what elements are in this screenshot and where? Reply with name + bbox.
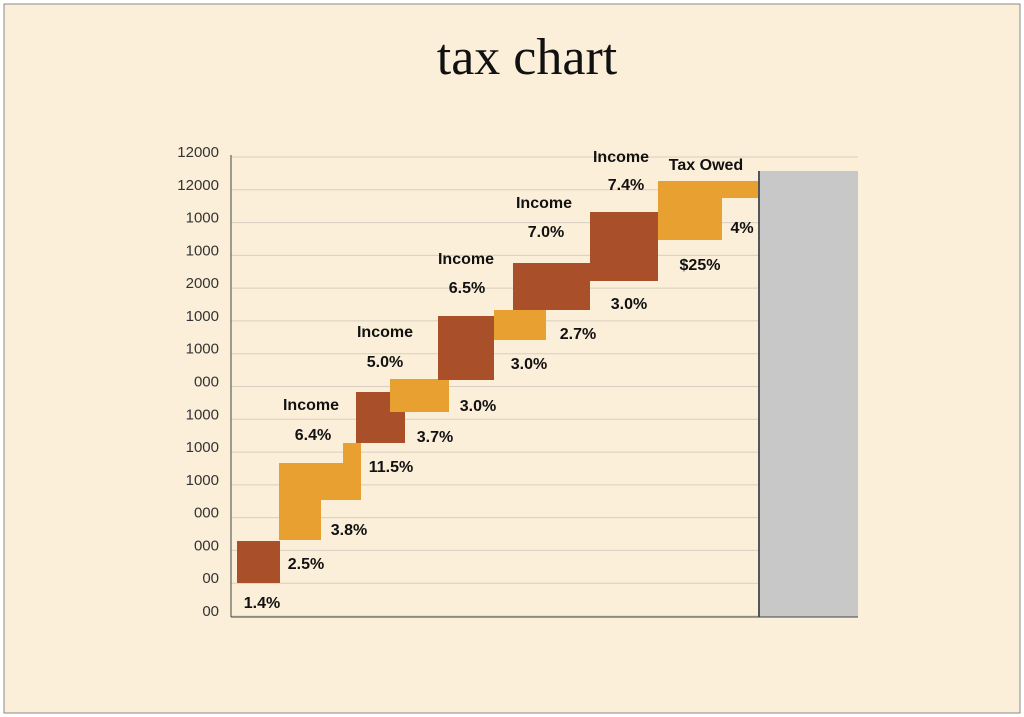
y-axis-label: 12000	[177, 177, 219, 194]
y-axis-label: 1000	[186, 210, 219, 227]
y-axis-label: 1000	[186, 341, 219, 358]
block-label: Tax Owed	[669, 157, 743, 174]
y-axis-label: 1000	[186, 308, 219, 325]
block-label: 2.7%	[560, 326, 596, 343]
block	[590, 212, 658, 281]
block-label: Income	[357, 324, 413, 341]
block-label: 3.0%	[460, 398, 496, 415]
block-label: 4%	[730, 220, 753, 237]
block-label: 7.0%	[528, 224, 564, 241]
block-label: $25%	[680, 257, 721, 274]
block-label: 3.0%	[611, 296, 647, 313]
labels: 1.4% 2.5% 3.8% 11.5% Income 6.4% 3.7% 3.0% Incom…	[244, 149, 754, 612]
y-axis-label: 00	[202, 603, 219, 620]
block	[390, 379, 449, 412]
block	[513, 263, 590, 310]
y-axis-label: 000	[194, 505, 219, 522]
block-label: 6.4%	[295, 427, 331, 444]
block-label: 7.4%	[608, 177, 644, 194]
block-label: 2.5%	[288, 556, 324, 573]
block-label: 5.0%	[367, 354, 403, 371]
title: tax chart	[437, 29, 618, 86]
block-label: Income	[438, 251, 494, 268]
block	[279, 463, 361, 540]
block-label: 11.5%	[369, 459, 413, 476]
y-axis-label: 1000	[186, 439, 219, 456]
block-label: Income	[516, 195, 572, 212]
block-label: 6.5%	[449, 280, 485, 297]
block-label: 1.4%	[244, 595, 280, 612]
blocks	[237, 181, 758, 583]
y-axis-label: 000	[194, 373, 219, 390]
block	[658, 181, 758, 240]
block-label: 3.0%	[511, 356, 547, 373]
y-axis-label: 1000	[186, 242, 219, 259]
y-axis-label: 1000	[186, 472, 219, 489]
block-label: Income	[593, 149, 649, 166]
block	[343, 443, 361, 463]
y-axis-label: 000	[194, 537, 219, 554]
block-label: 3.8%	[331, 522, 367, 539]
y-axis-label: 2000	[186, 275, 219, 292]
side-panel	[760, 171, 858, 617]
block-label: 3.7%	[417, 429, 453, 446]
block	[494, 310, 546, 340]
y-axis-label: 00	[202, 570, 219, 587]
grid: 12000 12000 1000 1000 2000 1000 1000 000 1000 100…	[177, 144, 858, 620]
block-label: Income	[283, 397, 339, 414]
y-axis-label: 12000	[177, 144, 219, 161]
block	[237, 541, 280, 583]
y-axis-label: 1000	[186, 406, 219, 423]
block	[438, 316, 494, 380]
